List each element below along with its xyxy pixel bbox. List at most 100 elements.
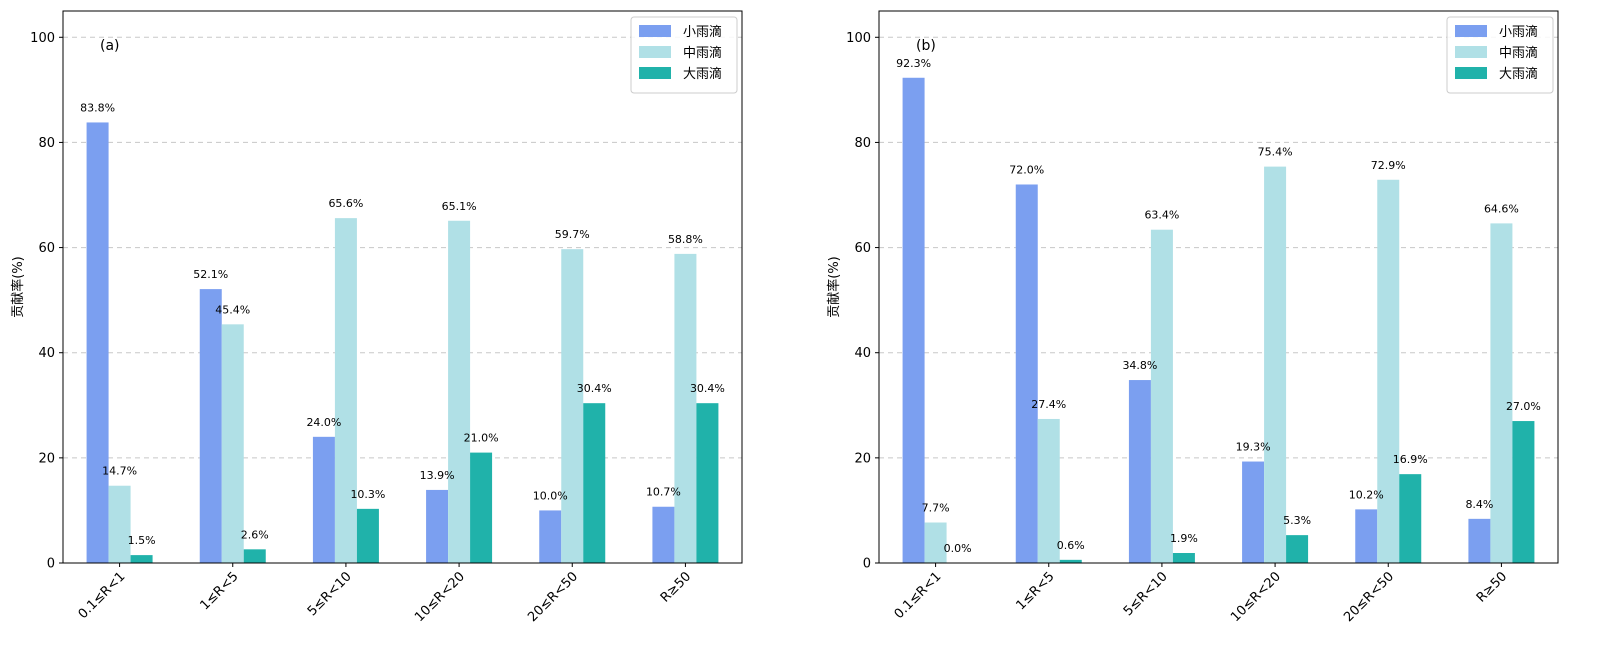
bar-value-label: 19.3% (1236, 441, 1271, 454)
bar-value-label: 45.4% (215, 303, 250, 316)
legend-label: 中雨滴 (683, 45, 722, 61)
y-tick-label: 0 (47, 557, 55, 572)
bar-value-label: 65.6% (328, 197, 363, 210)
y-tick-label: 80 (38, 136, 55, 151)
bar-a-1-0 (199, 289, 222, 563)
x-tick-label: 5≤R<10 (1121, 569, 1171, 619)
y-axis-b: 0 20 40 60 80 100 (846, 31, 879, 572)
x-tick-label: 1≤R<5 (197, 569, 241, 613)
plot-frame-b (878, 10, 1559, 564)
bar-b-3-1 (1264, 166, 1287, 563)
y-tick-label: 100 (30, 31, 55, 46)
legend-swatch (639, 25, 671, 37)
x-tick-label: 0.1≤R<1 (892, 569, 945, 622)
bar-value-label: 34.8% (1122, 359, 1157, 372)
bar-value-label: 14.7% (102, 465, 137, 478)
bar-b-4-2 (1399, 474, 1422, 563)
x-tick-label: 0.1≤R<1 (76, 569, 129, 622)
bar-a-5-2 (696, 403, 719, 563)
bar-value-label: 59.7% (555, 228, 590, 241)
bar-value-label: 92.3% (896, 57, 931, 70)
bar-value-label: 2.6% (241, 528, 269, 541)
bar-a-5-0 (652, 506, 675, 563)
y-axis-label-a: 贡献率(%) (10, 256, 26, 318)
bar-a-1-1 (221, 324, 244, 563)
bar-b-0-1 (924, 522, 947, 563)
panel-label-a: (a) (100, 38, 120, 54)
x-axis-b: 0.1≤R<1 1≤R<5 5≤R<10 10≤R<20 20≤R<50 R≥50 (892, 563, 1510, 625)
chart-panel-b: 92.3% 7.7% 0.0% 72.0% 27.4% 0.6% 34.8% 63.4% 1.9… (826, 10, 1559, 625)
bar-value-label: 0.6% (1057, 539, 1085, 552)
y-axis-a: 0 20 40 60 80 100 (30, 31, 63, 572)
bar-value-label: 10.0% (533, 489, 568, 502)
y-tick-label: 40 (38, 346, 55, 361)
y-tick-label: 40 (854, 346, 871, 361)
bar-value-label: 8.4% (1465, 498, 1493, 511)
x-tick-label: 1≤R<5 (1013, 569, 1057, 613)
x-tick-label: R≥50 (658, 569, 694, 605)
legend-label: 大雨滴 (1499, 66, 1538, 82)
bar-value-label: 30.4% (577, 382, 612, 395)
bar-value-label: 10.2% (1349, 488, 1384, 501)
legend-swatch (639, 46, 671, 58)
panel-label-b: (b) (916, 38, 936, 54)
x-tick-label: 20≤R<50 (525, 569, 581, 625)
bar-value-label: 27.0% (1506, 400, 1541, 413)
bar-value-label: 13.9% (420, 469, 455, 482)
bar-value-label: 64.6% (1484, 202, 1519, 215)
plot-frame-a (62, 10, 743, 564)
bar-value-label: 30.4% (690, 382, 725, 395)
bar-value-label: 10.7% (646, 486, 681, 499)
bar-value-label: 63.4% (1144, 209, 1179, 222)
bars-a (86, 122, 719, 564)
bar-value-label: 16.9% (1393, 453, 1428, 466)
grid-lines-b (879, 36, 1558, 459)
bar-value-label: 5.3% (1283, 514, 1311, 527)
bar-b-3-2 (1286, 535, 1309, 563)
bar-b-2-1 (1150, 229, 1173, 563)
legend-label: 大雨滴 (683, 66, 722, 82)
bar-a-0-2 (130, 555, 153, 563)
bar-value-label: 83.8% (80, 101, 115, 114)
bar-a-0-0 (86, 122, 109, 564)
bar-value-label: 0.0% (944, 542, 972, 555)
bar-value-label: 24.0% (306, 416, 341, 429)
x-tick-label: 10≤R<20 (412, 569, 468, 625)
bar-a-0-1 (108, 485, 131, 563)
legend-label: 小雨滴 (1499, 24, 1538, 40)
bar-b-1-2 (1059, 559, 1082, 563)
bar-a-5-1 (674, 253, 697, 563)
y-tick-label: 100 (846, 31, 871, 46)
bar-a-4-1 (561, 249, 584, 564)
bar-value-label: 72.9% (1371, 159, 1406, 172)
bar-value-label: 1.5% (128, 534, 156, 547)
bar-a-2-2 (356, 508, 379, 563)
bar-value-label: 10.3% (350, 488, 385, 501)
legend-swatch (1455, 46, 1487, 58)
bar-a-3-2 (470, 452, 493, 563)
bar-value-label: 65.1% (442, 200, 477, 213)
bar-a-4-2 (583, 403, 606, 563)
legend-label: 小雨滴 (683, 24, 722, 40)
bar-a-2-0 (312, 436, 335, 563)
grid-lines-a (63, 36, 742, 459)
x-tick-label: 5≤R<10 (305, 569, 355, 619)
bar-value-label: 75.4% (1258, 146, 1293, 159)
bar-b-4-1 (1377, 179, 1400, 564)
bar-b-1-1 (1037, 418, 1060, 563)
y-tick-label: 80 (854, 136, 871, 151)
bar-labels-a: 83.8% 14.7% 1.5% 52.1% 45.4% 2.6% 24.0% 65.6% 10… (80, 101, 725, 547)
bar-value-label: 7.7% (922, 502, 950, 515)
y-tick-label: 20 (38, 451, 55, 466)
x-tick-label: 20≤R<50 (1341, 569, 1397, 625)
x-tick-label: 10≤R<20 (1228, 569, 1284, 625)
bar-a-3-0 (426, 489, 449, 563)
y-tick-label: 20 (854, 451, 871, 466)
bar-b-2-2 (1172, 553, 1195, 563)
x-tick-label: R≥50 (1474, 569, 1510, 605)
bar-value-label: 58.8% (668, 233, 703, 246)
bar-a-2-1 (334, 218, 357, 564)
bar-a-4-0 (539, 510, 562, 563)
